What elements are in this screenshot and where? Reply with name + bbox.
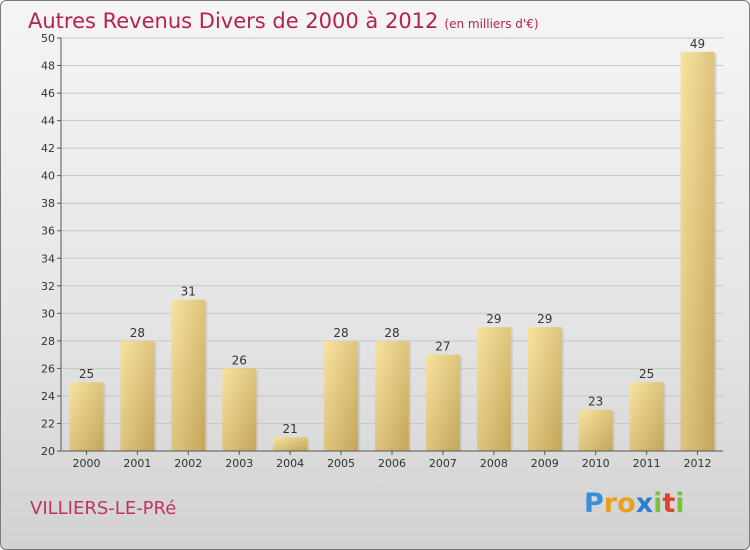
bar (578, 409, 613, 451)
value-label: 49 (690, 37, 705, 51)
value-labels: 25 28 31 26 21 28 28 27 29 29 23 25 49 (79, 37, 705, 436)
value-label: 28 (384, 326, 399, 340)
y-tick-label: 34 (41, 252, 55, 265)
y-tick-labels: 20 22 24 26 28 30 32 34 36 38 40 42 44 46 48 50 (41, 32, 55, 458)
y-tick-label: 20 (41, 445, 55, 458)
bar (222, 368, 257, 451)
x-tick-label: 2010 (582, 457, 610, 470)
bar (476, 327, 511, 451)
logo-letter: r (603, 488, 618, 519)
bar (324, 340, 359, 451)
y-tick-label: 26 (41, 362, 55, 375)
proxiti-logo: Proxiti (584, 488, 685, 519)
y-tick-label: 46 (41, 87, 55, 100)
bar (527, 327, 562, 451)
value-label: 23 (588, 395, 603, 409)
y-tick-label: 36 (41, 225, 55, 238)
x-tick-label: 2003 (225, 457, 253, 470)
chart-title: Autres Revenus Divers de 2000 à 2012 (en … (28, 9, 539, 33)
axes (57, 37, 723, 455)
bar (171, 299, 206, 451)
logo-letter: i (675, 488, 685, 519)
bar (629, 382, 664, 451)
value-label: 28 (130, 326, 145, 340)
location-name: VILLIERS-LE-PRé (30, 498, 177, 519)
y-tick-label: 30 (41, 307, 55, 320)
y-tick-label: 38 (41, 197, 55, 210)
bar (680, 51, 715, 452)
x-tick-label: 2006 (378, 457, 406, 470)
value-label: 26 (232, 353, 247, 367)
logo-letter: i (653, 488, 663, 519)
y-tick-label: 40 (41, 170, 55, 183)
x-tick-labels: 2000 2001 2002 2003 2004 2005 2006 2007 2008 2009… (72, 457, 711, 470)
value-label: 29 (486, 312, 501, 326)
y-tick-label: 50 (41, 32, 55, 45)
x-tick-label: 2011 (633, 457, 661, 470)
y-tick-label: 48 (41, 60, 55, 73)
bars (69, 51, 717, 452)
x-tick-label: 2002 (174, 457, 202, 470)
value-label: 28 (333, 326, 348, 340)
x-tick-label: 2008 (480, 457, 508, 470)
y-tick-label: 42 (41, 142, 55, 155)
bar (69, 382, 104, 451)
bar (375, 340, 409, 451)
chart-title-text: Autres Revenus Divers de 2000 à 2012 (28, 9, 439, 33)
chart-unit-label: (en milliers d'€) (444, 17, 539, 31)
logo-letter: x (635, 488, 654, 519)
y-tick-label: 28 (41, 335, 55, 348)
bar (425, 354, 460, 451)
value-label: 31 (181, 285, 196, 299)
x-tick-label: 2012 (684, 457, 712, 470)
logo-letter: o (617, 488, 636, 519)
value-label: 25 (639, 367, 654, 381)
value-label: 29 (537, 312, 552, 326)
x-tick-label: 2004 (276, 457, 304, 470)
logo-letter: t (662, 488, 676, 519)
x-tick-label: 2009 (531, 457, 559, 470)
value-label: 21 (283, 422, 298, 436)
value-label: 25 (79, 367, 94, 381)
x-tick-label: 2005 (327, 457, 355, 470)
x-tick-label: 2007 (429, 457, 457, 470)
value-label: 27 (435, 340, 450, 354)
y-tick-label: 24 (41, 390, 55, 403)
x-tick-label: 2000 (72, 457, 100, 470)
y-tick-label: 22 (41, 417, 55, 430)
y-tick-label: 32 (41, 280, 55, 293)
x-tick-label: 2001 (123, 457, 151, 470)
bar (273, 437, 308, 451)
y-tick-label: 44 (41, 115, 55, 128)
logo-letter: P (584, 488, 604, 519)
bar (120, 340, 155, 451)
